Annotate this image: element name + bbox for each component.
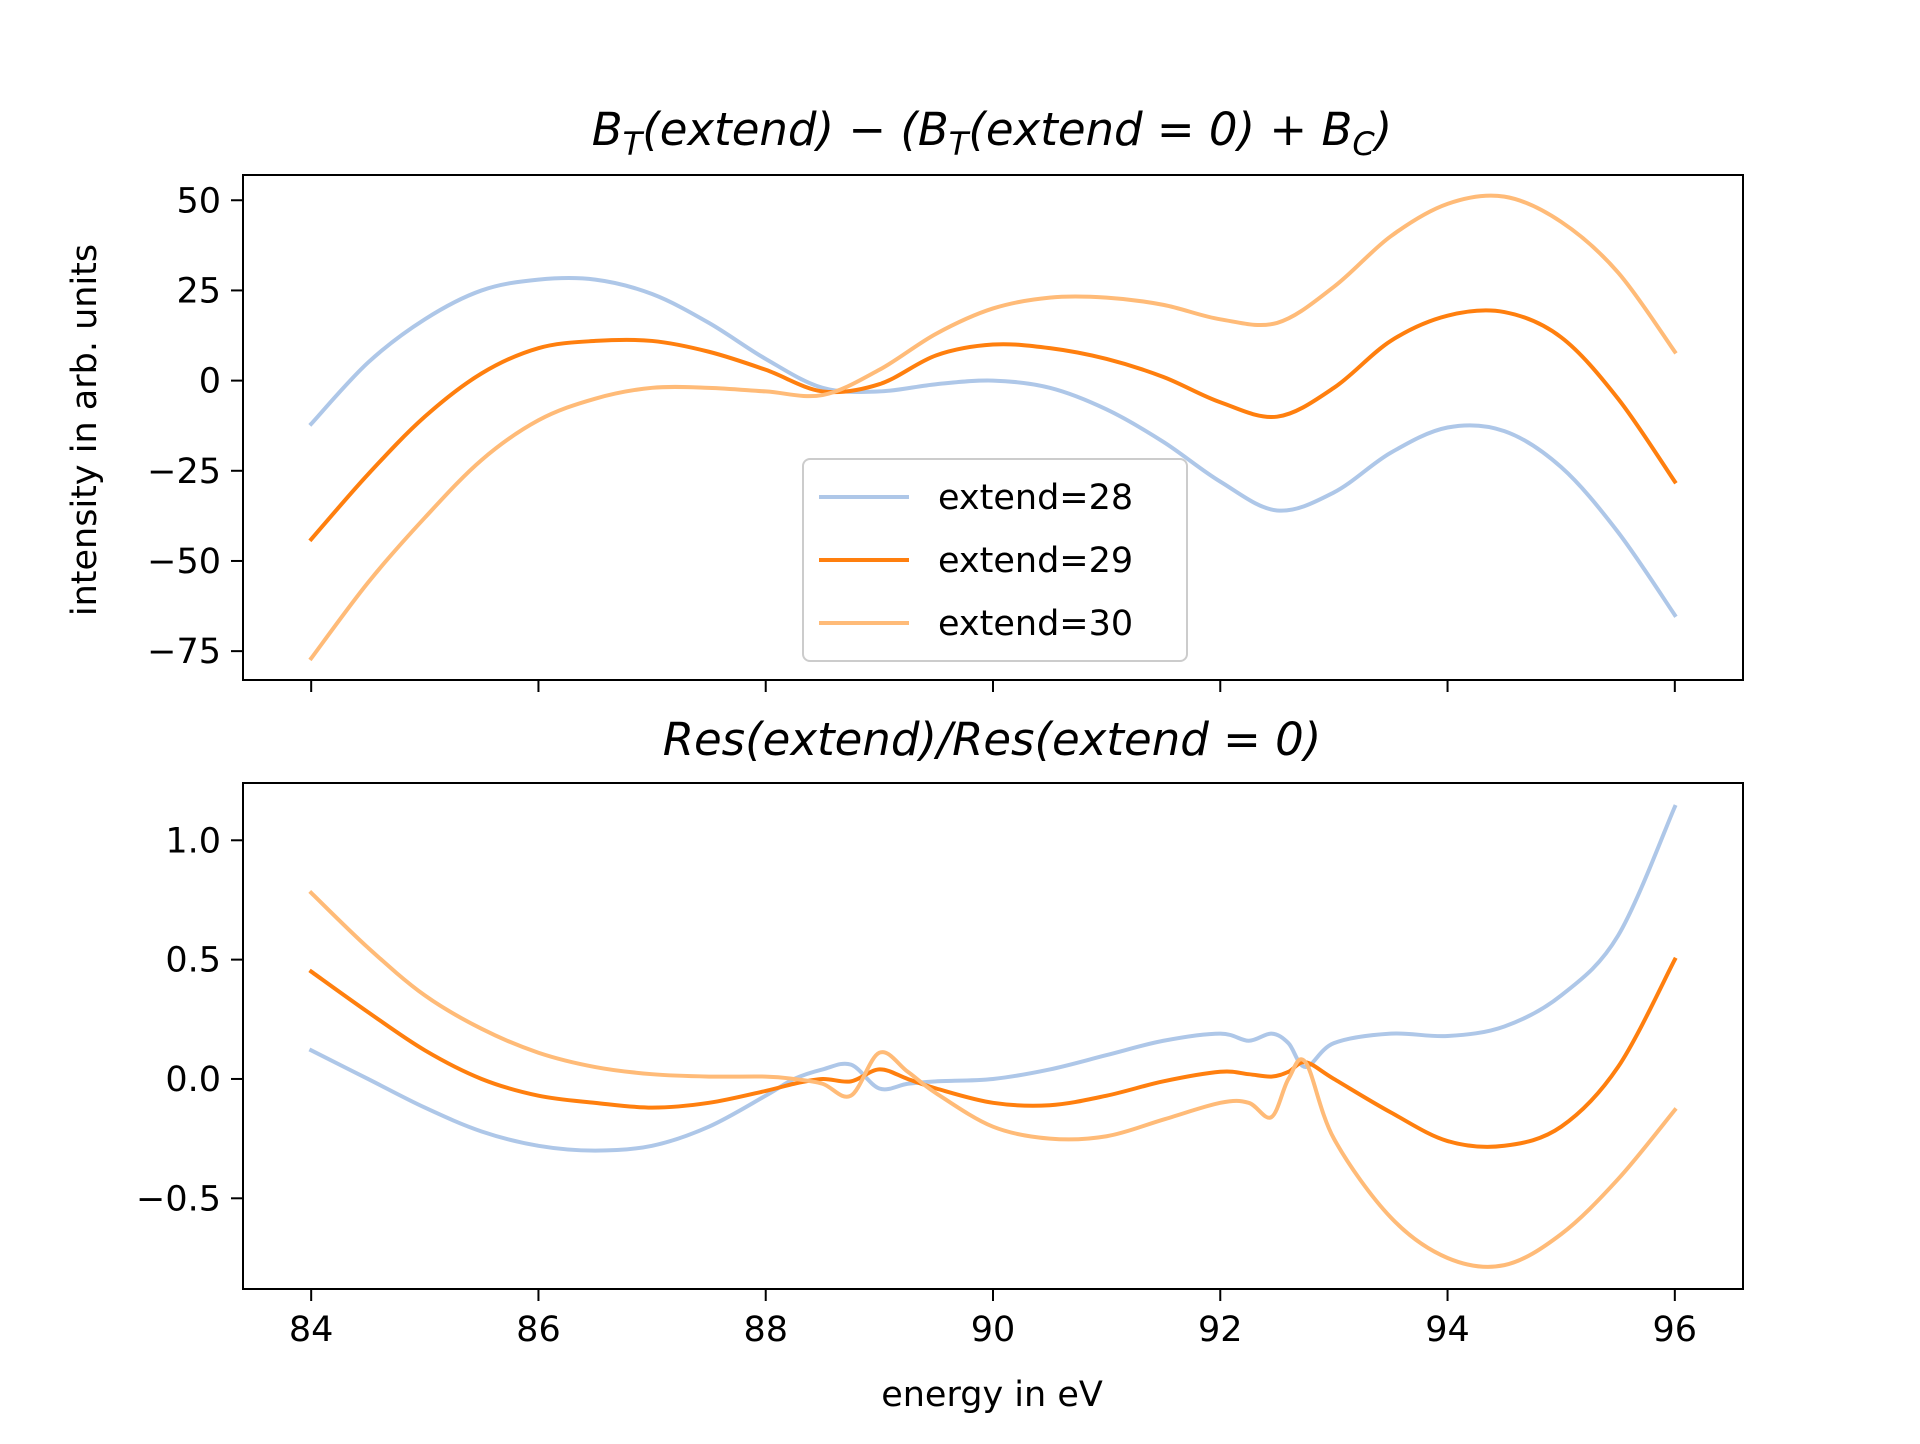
title-part-b2: B xyxy=(918,103,949,156)
title-part-extend: (extend) − ( xyxy=(642,103,920,156)
bottom-x-tick-label: 86 xyxy=(516,1310,561,1350)
bottom-axes-frame xyxy=(242,782,1744,1290)
legend-label-extend-28: extend=28 xyxy=(938,478,1133,518)
title-part-extend-zero: (extend = 0) + xyxy=(968,103,1321,156)
bottom-series-line-extend-28 xyxy=(308,804,1678,1153)
legend-box xyxy=(802,458,1188,662)
bottom-chart-title: Res(extend)/Res(extend = 0) xyxy=(663,713,1322,766)
top-chart-title: BT(extend) − (BT(extend = 0) + BC) xyxy=(592,103,1392,163)
top-y-tick-label: 50 xyxy=(176,181,221,221)
top-y-axis-label: intensity in arb. units xyxy=(65,244,105,616)
top-series-line-extend-28 xyxy=(308,276,1678,618)
title-part-t-sub: T xyxy=(623,125,645,163)
bottom-series-line-extend-29 xyxy=(308,956,1678,1149)
top-series-line-extend-30 xyxy=(308,193,1678,662)
bottom-series-line-extend-30 xyxy=(308,889,1678,1269)
bottom-x-tick-label: 94 xyxy=(1425,1310,1470,1350)
title-part-b: B xyxy=(592,103,623,156)
legend-label-extend-30: extend=30 xyxy=(938,604,1133,644)
bottom-y-tick-label: −0.5 xyxy=(136,1179,221,1219)
title-part-t-sub2: T xyxy=(949,125,971,163)
bottom-x-tick-label: 90 xyxy=(971,1310,1016,1350)
bottom-x-tick-label: 96 xyxy=(1653,1310,1698,1350)
top-y-tick-label: −75 xyxy=(147,632,221,672)
bottom-y-tick-label: 0.5 xyxy=(165,941,221,981)
top-y-tick-label: −50 xyxy=(147,542,221,582)
top-y-tick-label: 0 xyxy=(199,362,221,402)
bottom-x-tick-label: 88 xyxy=(743,1310,788,1350)
top-y-tick-label: 25 xyxy=(176,271,221,311)
title-part-bc: B xyxy=(1321,103,1352,156)
top-series-line-extend-29 xyxy=(308,308,1678,543)
legend-label-extend-29: extend=29 xyxy=(938,541,1133,581)
top-y-tick-label: −25 xyxy=(147,452,221,492)
title-part-close: ) xyxy=(1372,103,1393,156)
bottom-x-tick-label: 92 xyxy=(1198,1310,1243,1350)
bottom-y-tick-label: 1.0 xyxy=(165,821,221,861)
top-plot-area: 50 25 0 −25 −50 −75 xyxy=(147,174,1744,692)
title-part-c-sub: C xyxy=(1352,125,1375,163)
legend: extend=28 extend=29 extend=30 xyxy=(802,458,1188,662)
bottom-x-tick-label: 84 xyxy=(289,1310,334,1350)
bottom-y-tick-label: 0.0 xyxy=(165,1060,221,1100)
bottom-plot-area: 84 86 88 90 92 94 96 1.0 0.5 0.0 −0.5 xyxy=(136,782,1744,1350)
bottom-x-axis-label: energy in eV xyxy=(881,1375,1103,1415)
